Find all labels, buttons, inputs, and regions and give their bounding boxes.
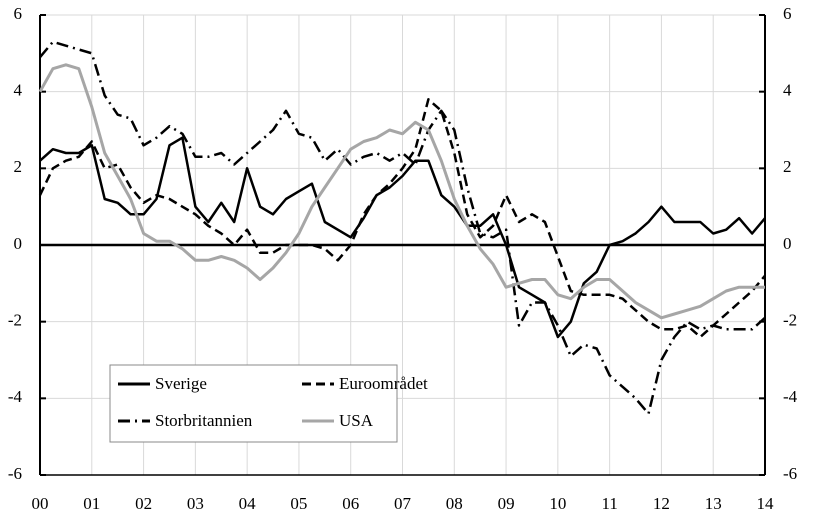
x-tick-label: 13 [705,494,722,513]
legend-label: USA [339,411,374,430]
y-tick-label: -6 [8,464,22,483]
series-line [39,40,766,415]
x-tick-label: 00 [32,494,49,513]
y2-tick-label: -6 [783,464,797,483]
y-tick-label: 0 [14,234,23,253]
x-tick-label: 11 [601,494,617,513]
y2-tick-label: 2 [783,157,792,176]
x-tick-label: 01 [83,494,100,513]
x-tick-label: 10 [549,494,566,513]
x-tick-label: 06 [342,494,359,513]
x-tick-label: 04 [239,494,257,513]
x-tick-label: 02 [135,494,152,513]
legend-label: Euroområdet [339,374,428,393]
y2-tick-label: -4 [783,387,798,406]
series-line [39,136,766,339]
y-tick-label: -2 [8,311,22,330]
y2-tick-label: 6 [783,4,792,23]
x-tick-label: 09 [498,494,515,513]
y2-tick-label: 0 [783,234,792,253]
y-tick-label: -4 [8,387,23,406]
x-tick-label: 05 [290,494,307,513]
legend-label: Sverige [155,374,207,393]
y-tick-label: 2 [14,157,23,176]
x-tick-label: 03 [187,494,204,513]
legend-box [109,364,398,443]
series-line [38,98,766,339]
y2-tick-label: 4 [783,81,792,100]
x-tick-label: 12 [653,494,670,513]
x-tick-label: 08 [446,494,463,513]
y-tick-label: 6 [14,4,23,23]
legend-label: Storbritannien [155,411,253,430]
y2-tick-label: -2 [783,311,797,330]
x-tick-label: 07 [394,494,412,513]
x-tick-label: 14 [757,494,775,513]
series-line [38,63,765,320]
y-tick-label: 4 [14,81,23,100]
